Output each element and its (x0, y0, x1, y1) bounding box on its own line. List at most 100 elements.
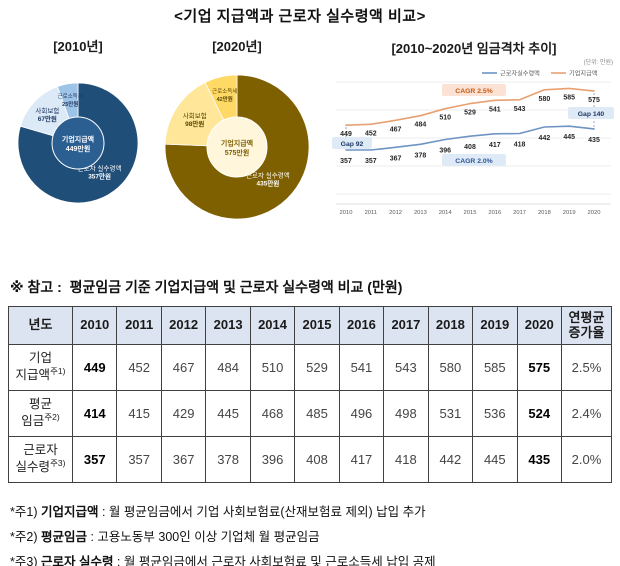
table-header-cell: 년도 (8, 306, 73, 345)
svg-text:67만원: 67만원 (38, 114, 57, 123)
wage-gap-line-chart: 2010 2011 2012 2013 2014 2015 2016 2017 2018 2019… (332, 58, 614, 216)
footnote-1-term: 기업지급액 (40, 505, 99, 519)
value-cell: 396 (249, 436, 296, 483)
line-chart-title: [2010~2020년 임금격차 추이] (391, 41, 557, 56)
table-header-row: 년도 2010 2011 2012 2013 2014 2015 2016 2017 2018 20… (8, 306, 612, 345)
value-cell: 357 (71, 436, 118, 483)
footnote-1-marker: *주1) (10, 505, 38, 519)
table-header-cell: 2016 (338, 306, 385, 345)
table-header-cell: 연평균 증가율 (561, 306, 612, 345)
table-row: 기업 지급액주1) 449 452 467 484 510 529 541 543 580 585 5… (8, 344, 612, 391)
footnote-1-text: : 월 평균임금에서 기업 사회보험료(산재보험료 제외) 납입 추가 (98, 505, 426, 519)
value-cell: 536 (472, 390, 518, 437)
svg-text:575: 575 (588, 97, 600, 104)
footnote-3-text: : 월 평균임금에서 근로자 사회보험료 및 근로소득세 납입 공제 (113, 555, 436, 566)
cagr-cell: 2.5% (561, 344, 612, 391)
pie-2010-title: [2010년] (53, 39, 103, 54)
footnote-2: *주2) 평균임금 : 고용노동부 300인 이상 기업체 월 평균임금 (10, 526, 436, 545)
svg-text:449만원: 449만원 (66, 144, 91, 153)
svg-text:541: 541 (489, 106, 501, 113)
svg-text:2014: 2014 (439, 210, 453, 216)
svg-text:근로소득세: 근로소득세 (212, 87, 237, 95)
value-cell: 485 (294, 390, 340, 437)
footnote-2-marker: *주2) (10, 530, 38, 544)
value-cell: 415 (116, 390, 162, 437)
value-cell: 510 (249, 344, 296, 391)
row-label-cell: 근로자 실수령주3) (8, 436, 73, 483)
svg-text:529: 529 (464, 110, 476, 117)
figure-title: <기업 지급액과 근로자 실수령액 비교> (174, 8, 426, 25)
footnotes: *주1) 기업지급액 : 월 평균임금에서 기업 사회보험료(산재보험료 제외)… (10, 501, 436, 566)
value-cell: 524 (516, 390, 563, 437)
table-header-cell: 2019 (472, 306, 518, 345)
svg-text:사회보험: 사회보험 (35, 106, 59, 115)
value-cell: 357 (116, 436, 162, 483)
svg-text:근로자실수령액: 근로자실수령액 (500, 70, 540, 78)
svg-text:396: 396 (439, 147, 451, 154)
svg-text:2018: 2018 (538, 210, 551, 216)
footnote-2-text: : 고용노동부 300인 이상 기업체 월 평균임금 (86, 530, 320, 544)
svg-text:408: 408 (464, 144, 476, 151)
svg-text:(단위: 만원): (단위: 만원) (584, 58, 613, 66)
value-cell: 442 (427, 436, 474, 483)
svg-text:467: 467 (390, 126, 402, 133)
value-cell: 378 (205, 436, 251, 483)
value-cell: 445 (205, 390, 251, 437)
table-header-cell: 2013 (205, 306, 251, 345)
svg-text:580: 580 (539, 96, 551, 103)
svg-text:435만원: 435만원 (257, 179, 280, 188)
value-cell: 418 (383, 436, 429, 483)
svg-text:근로소득세: 근로소득세 (58, 92, 83, 100)
cagr-cell: 2.0% (561, 436, 612, 483)
footnote-3-marker: *주3) (10, 555, 38, 566)
value-cell: 496 (338, 390, 385, 437)
svg-text:442: 442 (539, 135, 551, 142)
reference-heading: ※ 참고 : 평균임금 기준 기업지급액 및 근로자 실수령액 비교 (만원) (10, 279, 403, 295)
svg-text:2020: 2020 (588, 210, 601, 216)
value-cell: 452 (116, 344, 162, 391)
svg-text:418: 418 (514, 142, 526, 149)
footnote-2-term: 평균임금 (40, 530, 87, 544)
svg-text:98만원: 98만원 (185, 119, 204, 128)
svg-text:357: 357 (365, 158, 377, 165)
svg-text:CAGR 2.5%: CAGR 2.5% (455, 88, 492, 95)
value-cell: 435 (516, 436, 563, 483)
value-cell: 367 (160, 436, 207, 483)
table-header-cell: 2020 (516, 306, 563, 345)
svg-text:Gap 140: Gap 140 (578, 111, 605, 118)
svg-text:445: 445 (563, 134, 575, 141)
svg-text:417: 417 (489, 142, 501, 149)
svg-text:575만원: 575만원 (225, 148, 250, 157)
svg-text:2011: 2011 (365, 210, 377, 216)
pie-2020-title: [2020년] (212, 39, 262, 54)
svg-text:Gap 92: Gap 92 (341, 141, 364, 148)
svg-text:2017: 2017 (513, 210, 526, 216)
cagr-cell: 2.4% (561, 390, 612, 437)
svg-text:25만원: 25만원 (62, 100, 78, 108)
value-cell: 445 (472, 436, 518, 483)
svg-text:484: 484 (415, 122, 427, 129)
svg-text:452: 452 (365, 130, 377, 137)
svg-text:357만원: 357만원 (88, 171, 111, 180)
value-cell: 449 (71, 344, 118, 391)
value-cell: 575 (516, 344, 563, 391)
value-cell: 414 (71, 390, 118, 437)
value-cell: 467 (160, 344, 207, 391)
value-cell: 585 (472, 344, 518, 391)
table-header-cell: 2012 (160, 306, 207, 345)
comparison-table: 년도 2010 2011 2012 2013 2014 2015 2016 2017 2018 20… (8, 306, 612, 483)
svg-text:510: 510 (439, 115, 451, 122)
table-row: 평균 임금주2) 414 415 429 445 468 485 496 498 531 536 52… (8, 390, 612, 437)
svg-text:2012: 2012 (389, 210, 402, 216)
svg-text:585: 585 (563, 94, 575, 101)
table-header-cell: 2018 (427, 306, 474, 345)
row-label-cell: 평균 임금주2) (8, 390, 73, 437)
svg-text:543: 543 (514, 106, 526, 113)
value-cell: 429 (160, 390, 207, 437)
value-cell: 529 (294, 344, 340, 391)
svg-text:435: 435 (588, 137, 600, 144)
value-cell: 468 (249, 390, 296, 437)
svg-text:367: 367 (390, 155, 402, 162)
